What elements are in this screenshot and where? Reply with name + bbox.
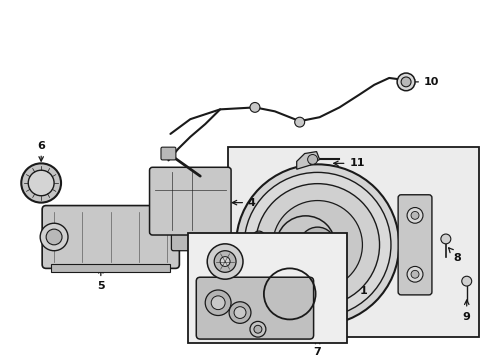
Text: 3: 3 xyxy=(246,252,272,262)
Circle shape xyxy=(299,227,335,262)
Circle shape xyxy=(406,207,422,223)
Text: 6: 6 xyxy=(37,141,45,161)
Polygon shape xyxy=(296,152,319,169)
Circle shape xyxy=(244,172,390,317)
Circle shape xyxy=(272,201,362,289)
Ellipse shape xyxy=(249,231,267,258)
Text: 5: 5 xyxy=(97,269,104,291)
Circle shape xyxy=(220,257,230,266)
Circle shape xyxy=(249,103,260,112)
Circle shape xyxy=(40,223,68,251)
Text: 11: 11 xyxy=(333,158,364,168)
Circle shape xyxy=(28,170,54,196)
Text: 10: 10 xyxy=(409,77,438,87)
Circle shape xyxy=(396,73,414,91)
FancyBboxPatch shape xyxy=(397,195,431,295)
Circle shape xyxy=(307,154,317,164)
Circle shape xyxy=(236,164,398,325)
Bar xyxy=(227,147,478,337)
Circle shape xyxy=(234,307,245,319)
Circle shape xyxy=(46,229,62,245)
Bar xyxy=(188,233,346,343)
Circle shape xyxy=(410,211,418,219)
Circle shape xyxy=(249,321,265,337)
Circle shape xyxy=(253,325,262,333)
Circle shape xyxy=(406,266,422,282)
Text: 8: 8 xyxy=(447,248,461,262)
Circle shape xyxy=(214,251,236,272)
Bar xyxy=(51,265,170,272)
Circle shape xyxy=(255,184,379,306)
Circle shape xyxy=(308,236,326,254)
Circle shape xyxy=(228,302,250,323)
Circle shape xyxy=(207,244,243,279)
Circle shape xyxy=(410,270,418,278)
Circle shape xyxy=(440,234,450,244)
Text: 9: 9 xyxy=(462,300,470,321)
FancyBboxPatch shape xyxy=(196,277,313,339)
Circle shape xyxy=(205,290,231,315)
FancyBboxPatch shape xyxy=(42,206,179,269)
FancyBboxPatch shape xyxy=(161,147,176,160)
Circle shape xyxy=(294,117,304,127)
Circle shape xyxy=(21,163,61,203)
Circle shape xyxy=(211,296,224,310)
Ellipse shape xyxy=(253,237,264,253)
Text: 4: 4 xyxy=(232,198,255,208)
Text: 2: 2 xyxy=(262,329,282,340)
FancyBboxPatch shape xyxy=(149,167,231,235)
FancyBboxPatch shape xyxy=(171,223,193,251)
Circle shape xyxy=(400,77,410,87)
Circle shape xyxy=(461,276,471,286)
Text: 7: 7 xyxy=(313,339,321,357)
Text: 1: 1 xyxy=(341,286,366,296)
